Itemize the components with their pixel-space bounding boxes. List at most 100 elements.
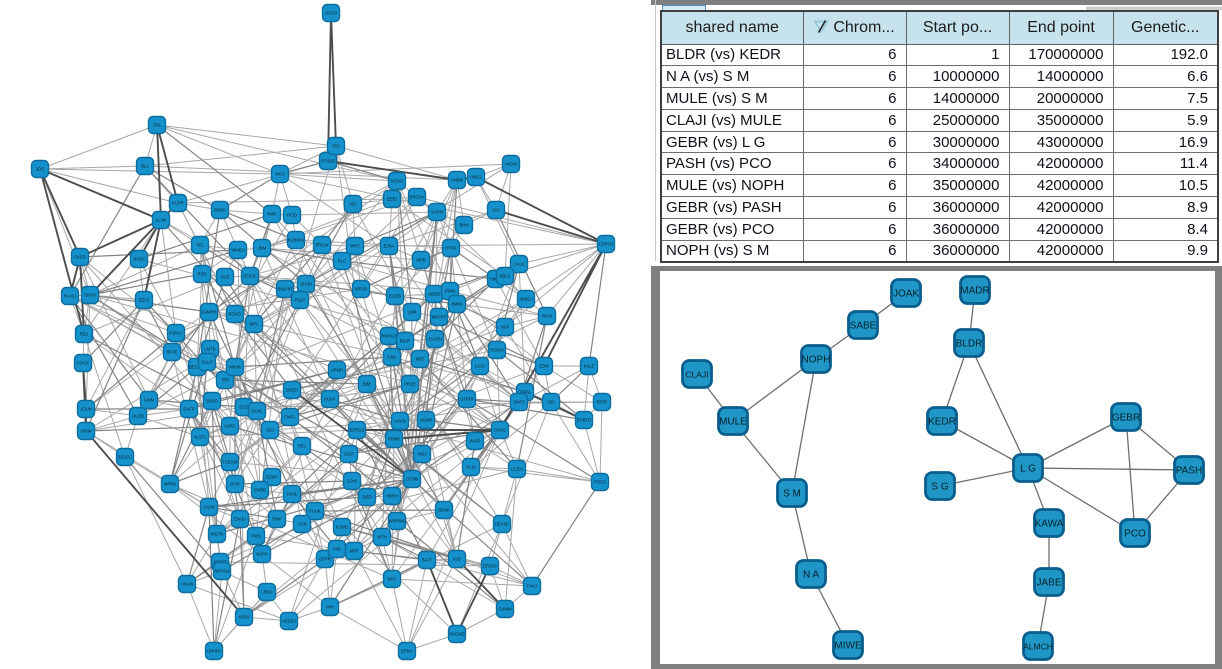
svg-text:LLJM: LLJM [156,218,167,223]
svg-text:KSLE: KSLE [584,364,595,369]
svg-text:KJWB: KJWB [336,525,348,530]
svg-text:WRT: WRT [350,244,360,249]
svg-text:WCU: WCU [275,172,285,177]
svg-text:BERGS: BERGS [350,428,365,433]
svg-text:BDNK: BDNK [438,508,450,513]
svg-text:PROE: PROE [404,382,416,387]
svg-text:PGLT: PGLT [295,298,306,303]
svg-text:OJMRR: OJMRR [202,310,217,315]
svg-text:RKCMD: RKCMD [449,632,464,637]
svg-text:JIUEK: JIUEK [133,257,145,262]
svg-text:JRMS: JRMS [444,289,456,294]
svg-text:WFOP: WFOP [355,287,368,292]
svg-text:ECOB: ECOB [389,294,401,299]
svg-text:PCO: PCO [1124,529,1146,540]
svg-text:WTH: WTH [377,535,387,540]
svg-text:JOAK: JOAK [893,289,919,300]
svg-text:OSKS: OSKS [494,428,506,433]
svg-text:EWJU: EWJU [234,517,246,522]
svg-text:FNF: FNF [333,547,342,552]
svg-text:MIWE: MIWE [834,641,862,652]
svg-text:ITBL: ITBL [153,123,163,128]
svg-text:BLJ: BLJ [141,164,148,169]
svg-text:OOR: OOR [230,482,240,487]
svg-text:KJO: KJO [453,557,462,562]
svg-text:GBGB: GBGB [428,292,440,297]
svg-text:BWKI: BWKI [452,302,463,307]
svg-text:TEL: TEL [196,243,204,248]
svg-text:LNM: LNM [408,310,417,315]
svg-text:MPB: MPB [416,258,425,263]
svg-text:ILML: ILML [387,355,397,360]
svg-text:MULE: MULE [719,417,747,428]
svg-text:HOO: HOO [287,213,297,218]
svg-text:WMEU: WMEU [231,248,244,253]
svg-text:NUF: NUF [501,325,510,330]
svg-text:ALMCH: ALMCH [1023,642,1053,652]
svg-text:EEBJ: EEBJ [387,197,397,202]
svg-text:NPOGK: NPOGK [214,569,229,574]
svg-text:BTPF: BTPF [597,400,608,405]
svg-text:CIGW: CIGW [203,505,214,510]
svg-text:DNTJ: DNTJ [514,400,525,405]
svg-text:MKFPP: MKFPP [432,315,447,320]
svg-text:KUE: KUE [221,275,230,280]
svg-text:RWF: RWF [267,212,277,217]
svg-text:KUBWW: KUBWW [288,238,305,243]
svg-text:EPKH: EPKH [401,649,412,654]
svg-text:CDPUS: CDPUS [599,242,614,247]
svg-text:FWFL: FWFL [284,415,296,420]
svg-text:ACB: ACB [298,522,307,527]
svg-text:EHBTD: EHBTD [577,418,591,423]
svg-text:SEUCC: SEUCC [118,455,133,460]
svg-text:JHJ: JHJ [492,208,499,213]
svg-text:S M: S M [783,489,801,500]
svg-text:JOUN: JOUN [80,407,91,412]
svg-text:BODK: BODK [214,208,226,213]
svg-text:AIG: AIG [349,202,356,207]
svg-text:KDCK: KDCK [77,361,89,366]
svg-text:LIALC: LIALC [513,262,525,267]
svg-text:EECJ: EECJ [139,298,150,303]
svg-text:ENRB: ENRB [254,488,266,493]
svg-text:CWM: CWM [144,398,155,403]
svg-text:BHN: BHN [460,223,469,228]
svg-text:N A: N A [803,570,819,581]
svg-text:TCEKW: TCEKW [222,460,237,465]
svg-text:URMR: URMR [331,368,344,373]
svg-text:PWS: PWS [251,534,261,539]
svg-text:PRMK: PRMK [388,437,400,442]
svg-text:HEDBJ: HEDBJ [282,619,296,624]
svg-text:KAWA: KAWA [1035,519,1064,530]
svg-text:BNLHO: BNLHO [278,287,293,292]
svg-text:RWF: RWF [272,517,282,522]
svg-text:ERCW: ERCW [316,243,329,248]
svg-text:TJPAL: TJPAL [519,390,532,395]
svg-text:OCPO: OCPO [325,11,338,16]
svg-text:KFO: KFO [388,577,397,582]
svg-text:DTSM: DTSM [406,477,418,482]
svg-text:MPRN: MPRN [164,482,176,487]
svg-text:WIUP: WIUP [470,439,481,444]
svg-text:RLC: RLC [338,259,346,264]
svg-text:LSJC: LSJC [475,364,485,369]
svg-text:ALSTL: ALSTL [194,435,207,440]
svg-text:AKDW: AKDW [505,162,518,167]
svg-text:SABE: SABE [850,321,877,332]
svg-text:NOPH: NOPH [802,355,831,366]
svg-text:SIED: SIED [362,495,372,500]
svg-text:KEDR: KEDR [928,417,956,428]
svg-text:OHSH: OHSH [300,282,312,287]
svg-text:MBT: MBT [416,357,425,362]
svg-text:EROIG: EROIG [483,564,497,569]
svg-text:FGUEI: FGUEI [229,312,242,317]
svg-text:IMH: IMH [326,605,334,610]
svg-text:GEBR: GEBR [1112,413,1140,424]
svg-text:UNHFK: UNHFK [207,649,222,654]
svg-text:NCHO: NCHO [391,179,404,184]
svg-text:PJPAC: PJPAC [169,331,182,336]
svg-text:JSADN: JSADN [428,337,442,342]
svg-text:UJPG: UJPG [224,424,235,429]
svg-text:HISJ: HISJ [417,452,426,457]
svg-text:TER: TER [221,378,229,383]
